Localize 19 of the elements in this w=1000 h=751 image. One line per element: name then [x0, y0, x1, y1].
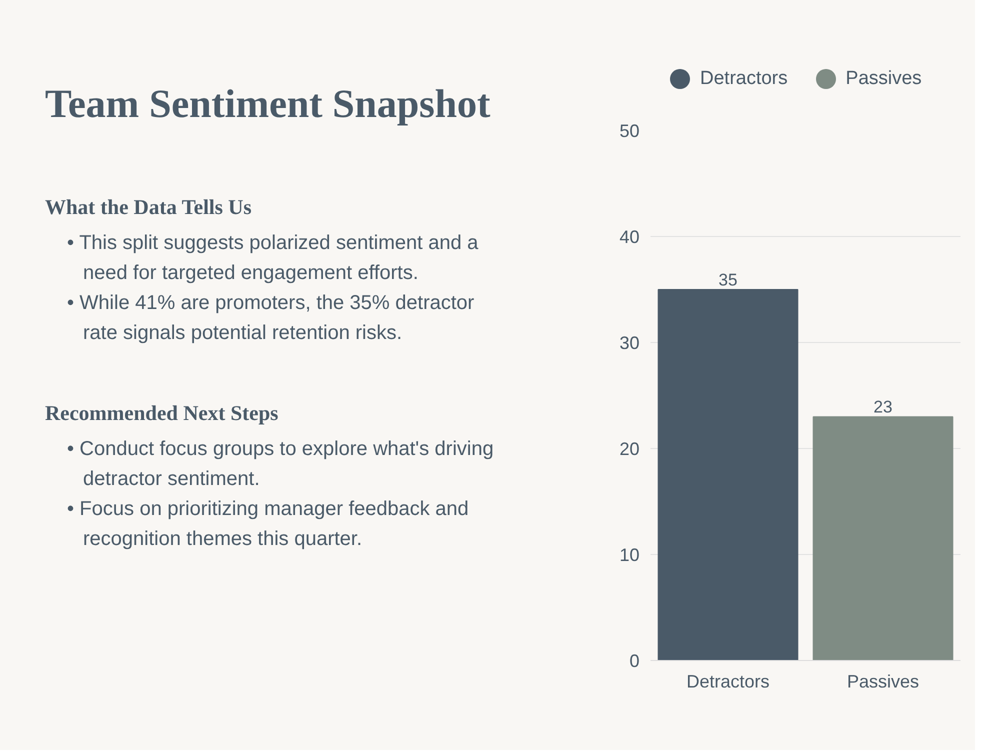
- y-tick-label: 0: [629, 651, 640, 671]
- text: Recommended Next Steps: [45, 400, 280, 428]
- legend-item: Passives: [816, 65, 922, 92]
- data-label: 23: [874, 398, 892, 417]
- text: • Focus on prioritizing manager feedback and recognition themes this quarter.: [67, 497, 470, 552]
- text: • Conduct focus groups to explore what's driving detractor sentiment.: [67, 437, 495, 492]
- y-tick-label: 40: [619, 227, 640, 247]
- y-tick-label: 20: [619, 439, 640, 459]
- y-tick-label: 30: [619, 333, 640, 353]
- legend-label: Passives: [846, 67, 922, 91]
- y-tick-label: 50: [619, 121, 640, 141]
- data-label: 35: [718, 270, 738, 290]
- text: • This split suggests polarized sentiment and a need for targeted engagement efforts.: [67, 231, 480, 286]
- text: Team Sentiment Snapshot: [45, 80, 492, 128]
- text: What the Data Tells Us: [45, 194, 253, 222]
- legend-item: Detractors: [670, 65, 788, 92]
- legend-label: Detractors: [700, 67, 788, 91]
- y-tick-label: 10: [619, 545, 640, 565]
- text: • While 41% are promoters, the 35% detractor rate signals potential retention risks.: [67, 291, 476, 346]
